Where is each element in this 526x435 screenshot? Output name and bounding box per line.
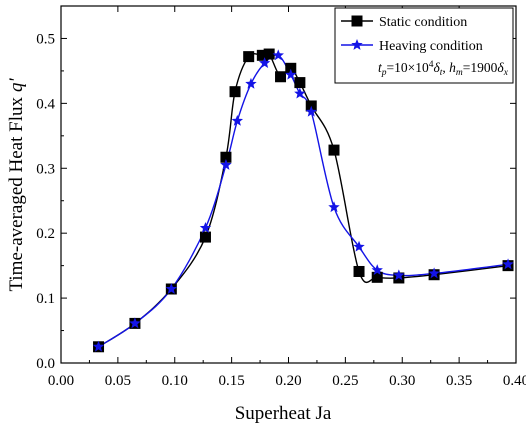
data-point-square [353, 265, 365, 277]
note-h-delta: δ [497, 60, 504, 75]
note-t-delta: δ [434, 60, 441, 75]
y-axis-label-symbol: q' [6, 78, 27, 93]
x-axis-label: Superheat Ja [235, 403, 332, 424]
note-h-eq: =1900 [463, 60, 498, 75]
x-tick-label: 0.00 [48, 373, 74, 389]
data-point-star [199, 221, 212, 233]
x-tick-label: 0.15 [219, 373, 245, 389]
note-t-sup: 4 [429, 60, 434, 70]
y-axis-label: Time-averaged Heat Flux q' [6, 78, 27, 292]
x-tick-label: 0.35 [446, 373, 472, 389]
data-point-star [231, 114, 244, 126]
data-point-square [229, 86, 241, 98]
data-point-star [353, 240, 365, 252]
x-tick-label: 0.40 [503, 373, 526, 389]
y-tick-label: 0.5 [36, 31, 55, 47]
data-point-star [245, 77, 257, 89]
data-point-square [328, 144, 340, 156]
x-tick-label: 0.25 [332, 373, 358, 389]
y-tick-label: 0.3 [36, 161, 55, 177]
data-point-star [129, 317, 141, 329]
x-tick-label: 0.30 [389, 373, 415, 389]
data-point-star [393, 269, 405, 281]
x-tick-label: 0.20 [275, 373, 301, 389]
legend-label: Static condition [379, 15, 467, 30]
data-point-star [294, 87, 306, 99]
note-h: h [449, 60, 456, 75]
y-tick-label: 0.0 [36, 356, 55, 372]
note-t: t [378, 60, 383, 75]
note-h-sub: m [456, 68, 463, 78]
legend-label: Heaving condition [379, 39, 483, 54]
data-point-square [294, 77, 306, 89]
data-point-star [92, 340, 105, 352]
data-point-square [371, 271, 383, 283]
data-point-star [285, 68, 297, 80]
note-sep: , [442, 60, 449, 75]
y-axis-label-text: Time-averaged Heat Flux [6, 97, 27, 292]
data-point-star [371, 264, 383, 276]
note-h-delta-sub: x [503, 68, 509, 78]
data-point-star [220, 159, 232, 170]
data-point-star [258, 57, 271, 68]
legend-note: tp=10×104δt, hm=1900δx [378, 60, 509, 78]
data-point-square [275, 71, 287, 83]
data-point-star [305, 105, 317, 117]
data-point-square [243, 51, 255, 63]
note-t-sub: p [381, 68, 387, 78]
y-tick-label: 0.4 [36, 96, 55, 112]
data-point-square [285, 62, 297, 74]
data-point-star [502, 258, 514, 270]
y-tick-label: 0.1 [36, 291, 55, 307]
data-point-star [272, 49, 284, 61]
data-point-square [351, 15, 363, 27]
y-tick-label: 0.2 [36, 226, 55, 242]
axis-labels: Superheat Ja Time-averaged Heat Flux q' [6, 78, 332, 424]
data-point-star [165, 283, 178, 294]
data-point-square [256, 49, 268, 61]
data-point-square [220, 151, 232, 163]
series-line [98, 54, 509, 348]
series-layer [92, 48, 514, 353]
data-point-square [199, 231, 211, 243]
x-tick-label: 0.10 [162, 373, 188, 389]
data-point-star [351, 39, 363, 50]
note-t-eq: =10×10 [387, 60, 429, 75]
axes: 0.00 0.05 0.10 0.15 0.20 0.25 0.30 0.35 0.40 0.0 0… [36, 6, 526, 389]
data-point-star [428, 267, 440, 279]
note-t-delta-sub: t [440, 68, 443, 78]
data-point-star [328, 201, 340, 213]
x-tick-label: 0.05 [105, 373, 131, 389]
data-point-square [263, 48, 275, 60]
